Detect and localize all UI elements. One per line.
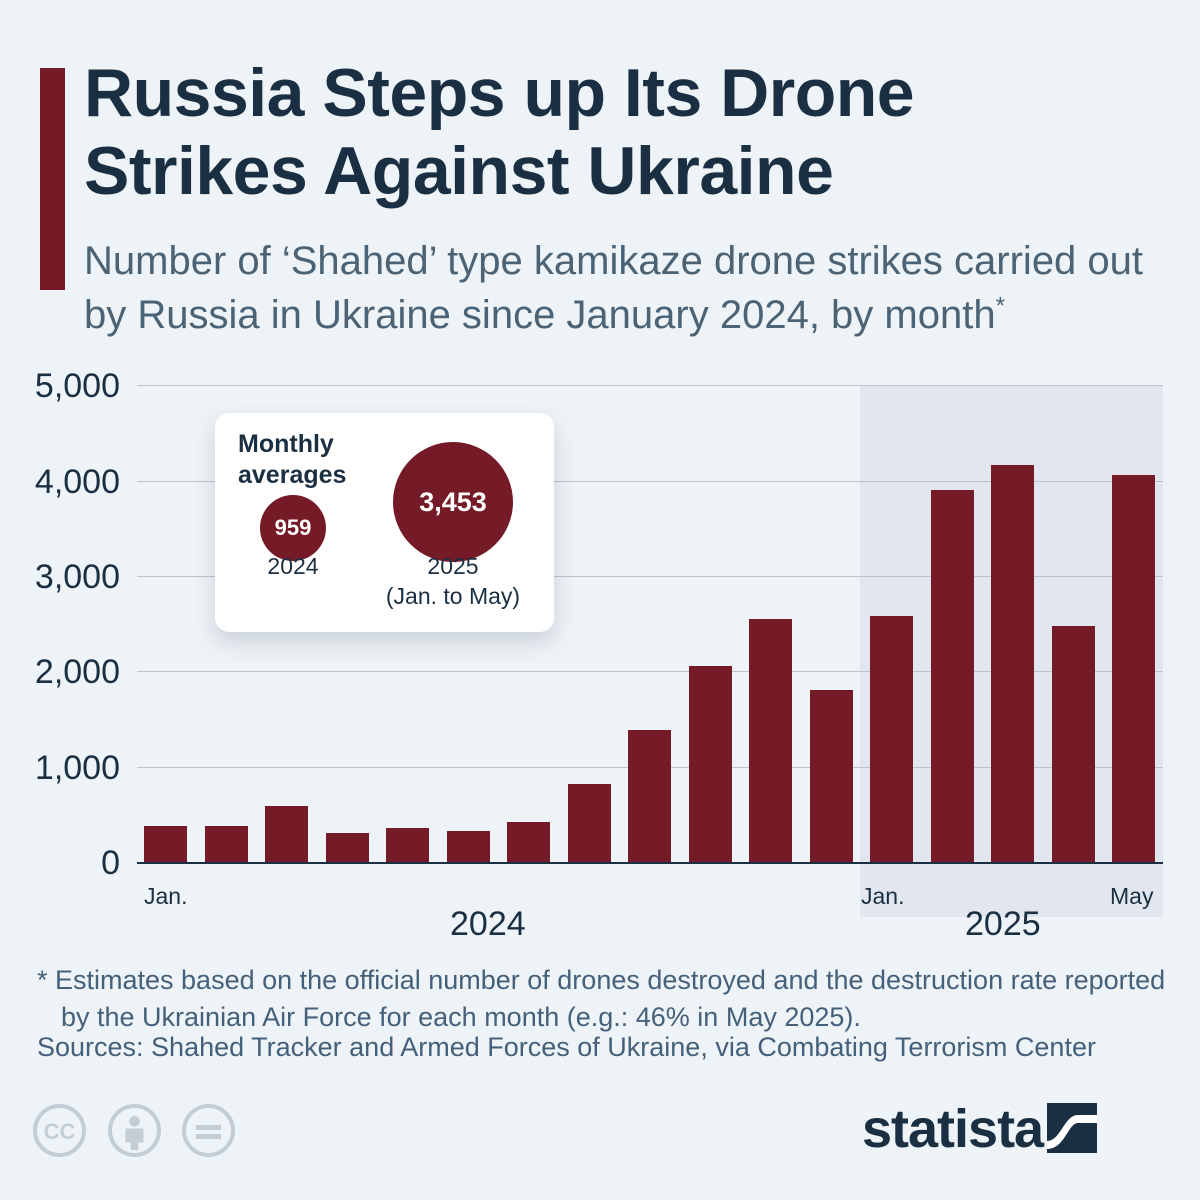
svg-text:CC: CC [44,1119,76,1144]
